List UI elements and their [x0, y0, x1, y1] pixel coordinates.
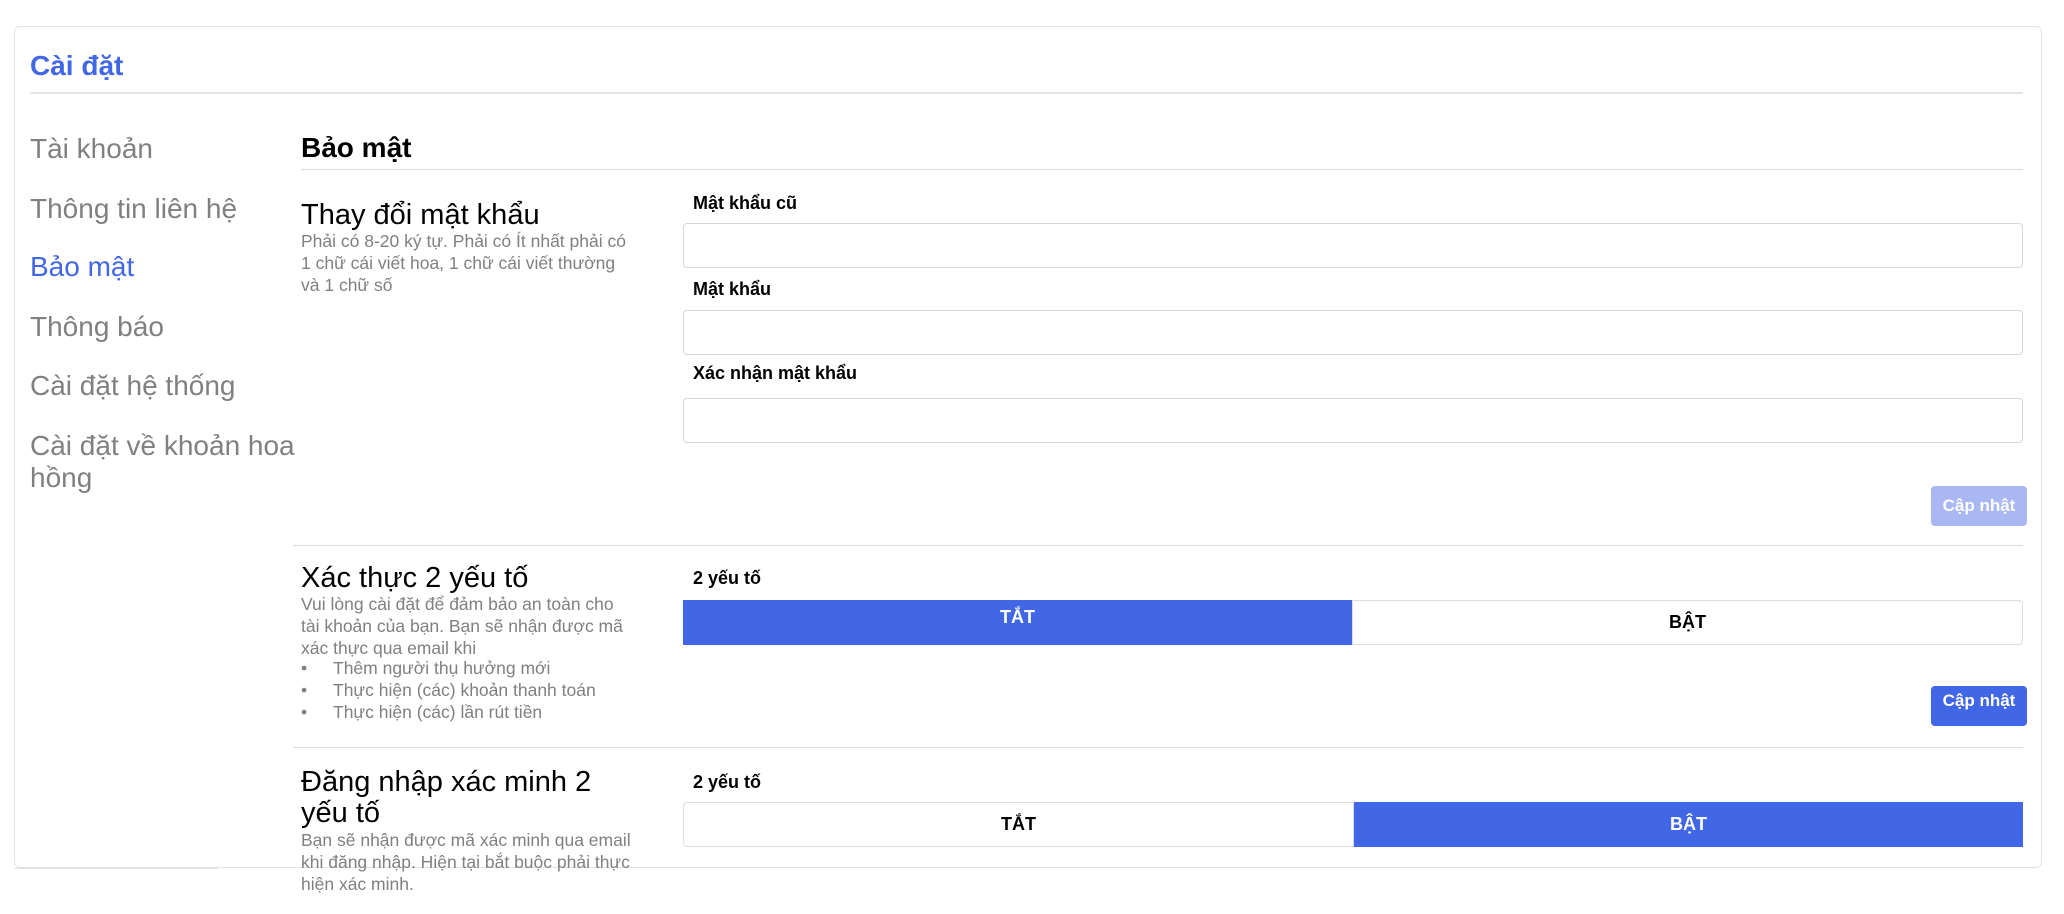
section-title: Bảo mật	[301, 132, 412, 163]
list-item: Thực hiện (các) lần rút tiền	[301, 701, 596, 723]
new-password-input[interactable]	[683, 310, 2023, 355]
sidebar-item-notifications[interactable]: Thông báo	[30, 311, 164, 342]
section-title-divider	[301, 169, 2023, 170]
sidebar-item-security[interactable]: Bảo mật	[30, 251, 135, 282]
two-factor-toggle: TẮT BẬT	[683, 600, 2023, 645]
new-password-label: Mật khẩu	[693, 279, 772, 299]
page-title: Cài đặt	[30, 50, 124, 81]
title-divider	[30, 92, 2023, 94]
login-verification-description: Bạn sẽ nhận được mã xác minh qua email k…	[301, 830, 631, 894]
login-verification-on-option[interactable]: BẬT	[1354, 802, 2023, 847]
update-password-button[interactable]: Cập nhật	[1931, 486, 2027, 526]
two-factor-heading: Xác thực 2 yếu tố	[301, 562, 529, 594]
confirm-password-input[interactable]	[683, 398, 2023, 443]
confirm-password-label: Xác nhận mật khẩu	[693, 363, 858, 383]
login-verification-heading: Đăng nhập xác minh 2 yếu tố	[301, 766, 592, 829]
two-factor-bullet-list: Thêm người thụ hưởng mới Thực hiện (các)…	[301, 657, 596, 723]
update-two-factor-button[interactable]: Cập nhật	[1931, 686, 2027, 726]
two-factor-description: Vui lòng cài đặt để đảm bảo an toàn cho …	[301, 594, 623, 658]
login-verification-toggle-label: 2 yếu tố	[693, 772, 762, 792]
section-divider	[293, 747, 2023, 748]
section-divider	[293, 545, 2023, 546]
two-factor-off-option[interactable]: TẮT	[683, 600, 1352, 645]
settings-card	[14, 26, 2042, 868]
old-password-label: Mật khẩu cũ	[693, 193, 798, 213]
two-factor-toggle-label: 2 yếu tố	[693, 568, 762, 588]
login-verification-off-option[interactable]: TẮT	[683, 802, 1354, 847]
two-factor-on-option[interactable]: BẬT	[1352, 600, 2023, 645]
card-bottom-edge	[14, 868, 218, 869]
sidebar-item-commission-settings[interactable]: Cài đặt về khoản hoa hồng	[30, 430, 295, 493]
login-verification-toggle: TẮT BẬT	[683, 802, 2023, 847]
list-item: Thực hiện (các) khoản thanh toán	[301, 679, 596, 701]
old-password-input[interactable]	[683, 223, 2023, 268]
list-item: Thêm người thụ hưởng mới	[301, 657, 596, 679]
change-password-description: Phải có 8-20 ký tự. Phải có Ít nhất phải…	[301, 231, 626, 295]
sidebar-item-system-settings[interactable]: Cài đặt hệ thống	[30, 370, 236, 401]
change-password-heading: Thay đổi mật khẩu	[301, 199, 540, 231]
sidebar-item-account[interactable]: Tài khoản	[30, 133, 153, 164]
sidebar-item-contact-info[interactable]: Thông tin liên hệ	[30, 193, 238, 224]
